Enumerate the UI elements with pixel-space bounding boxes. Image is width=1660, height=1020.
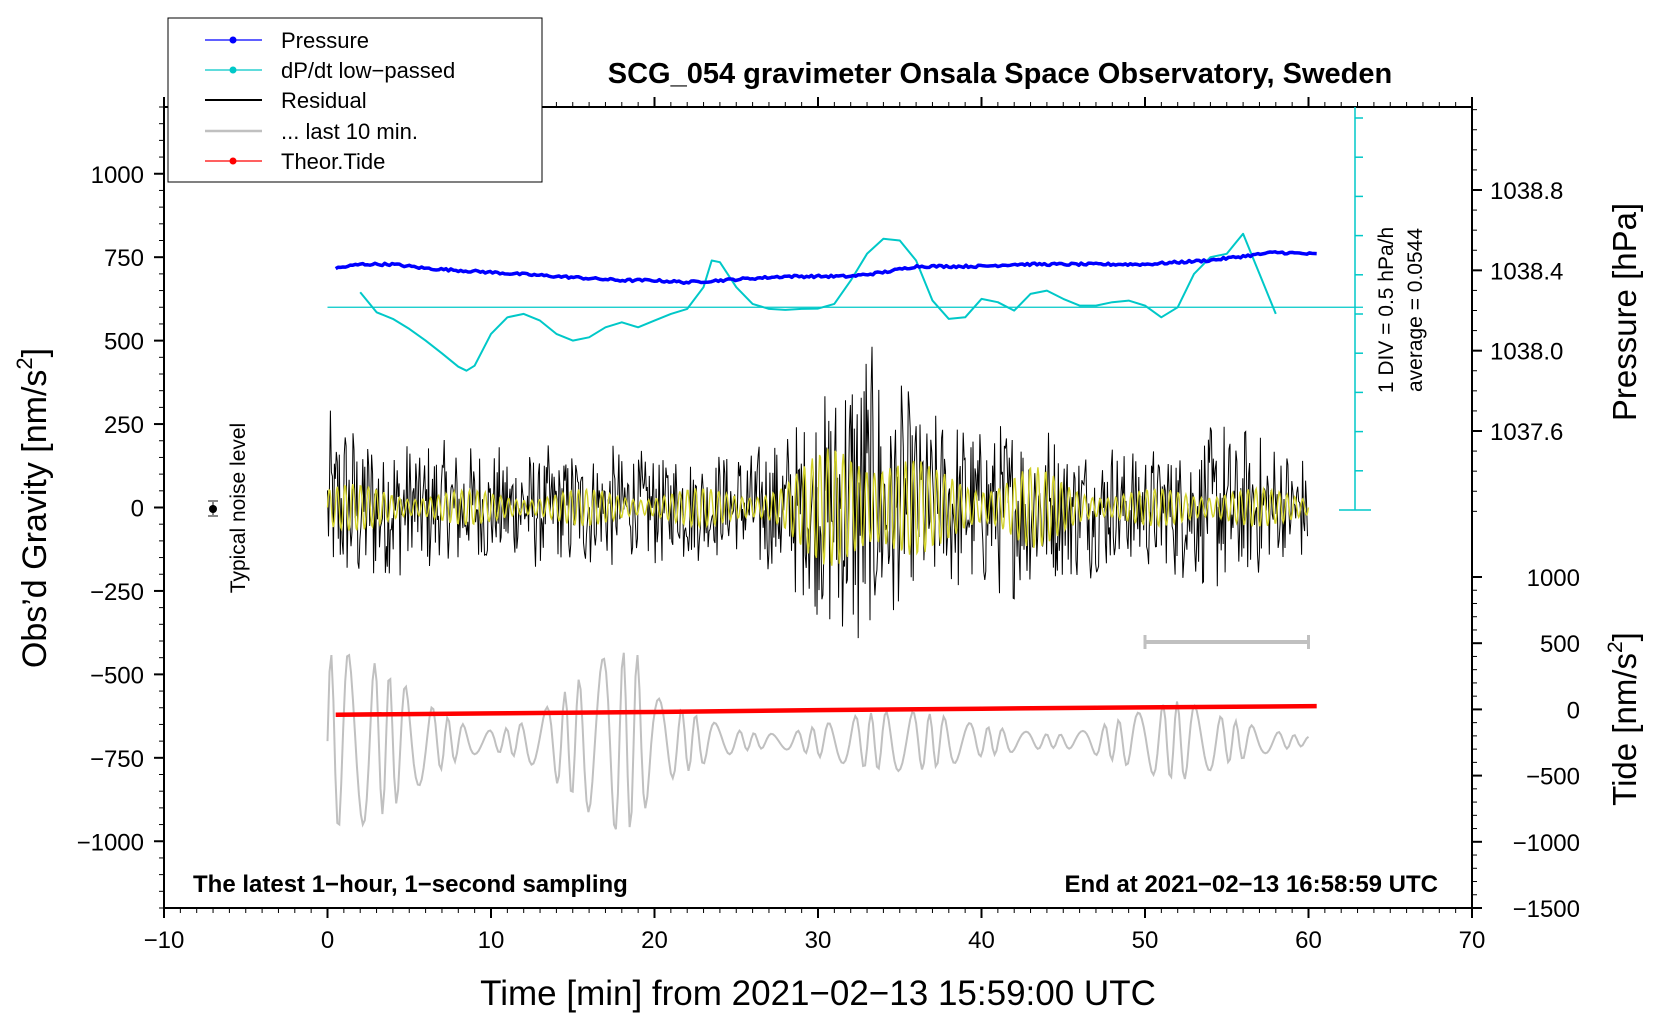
last10-series (326, 652, 1310, 830)
x-tick-label: 10 (478, 927, 505, 954)
pressure-axis-label: Pressure [hPa] (1606, 203, 1643, 421)
legend-entry-tide: Theor.Tide (205, 149, 385, 174)
bottom-left-note: The latest 1−hour, 1−second sampling (193, 871, 628, 898)
x-tick-label: 60 (1295, 927, 1322, 954)
dpdt-scale-bar (1339, 107, 1371, 511)
legend: Pressure dP/dt low−passed Residual ... l… (167, 17, 543, 183)
pressure-tick-label: 1038.0 (1490, 339, 1563, 366)
tide-tick-label: −1000 (1513, 830, 1580, 857)
legend-label-last10: ... last 10 min. (281, 119, 418, 144)
dpdt-average-label: average = 0.0544 (1404, 228, 1427, 392)
chart-title: SCG_054 gravimeter Onsala Space Observat… (608, 58, 1392, 90)
y-axis-label-left-text: Obs’d Gravity [nm/s (16, 370, 54, 669)
legend-label-residual: Residual (281, 88, 367, 113)
legend-label-dpdt: dP/dt low−passed (281, 58, 455, 83)
legend-label-tide: Theor.Tide (281, 149, 385, 174)
legend-label-pressure: Pressure (281, 28, 369, 53)
noise-level-dot (209, 505, 217, 513)
x-tick-label: 30 (805, 927, 832, 954)
tide-axis-label: Tide [nm/s2] (1604, 632, 1643, 806)
y-tick-label: −1000 (77, 829, 144, 856)
y-axis-ticks: 1000 750 500 250 0 −250 −500 −750 −1000 (77, 106, 164, 909)
x-axis-label: Time [min] from 2021−02−13 15:59:00 UTC (480, 974, 1156, 1013)
x-axis-ticks: −10 0 10 20 30 40 50 60 70 (144, 97, 1486, 954)
residual-filtered-series (326, 448, 1310, 566)
pressure-axis-ticks: 1038.8 1038.4 1038.0 1037.6 (1472, 109, 1563, 512)
dpdt-series (359, 232, 1277, 372)
tide-axis-label-close: ] (1606, 632, 1643, 641)
bottom-right-note: End at 2021−02−13 16:58:59 UTC (1064, 871, 1438, 898)
legend-marker-tide (229, 157, 237, 165)
y-axis-label-left: Obs’d Gravity [nm/s2] (12, 348, 54, 668)
y-tick-label: −500 (90, 662, 144, 689)
y-tick-label: −750 (90, 746, 144, 773)
tide-tick-label: 0 (1567, 697, 1580, 724)
y-axis-label-left-sup: 2 (12, 357, 37, 369)
legend-entry-last10: ... last 10 min. (205, 119, 418, 144)
x-tick-label: 0 (321, 927, 334, 954)
tide-axis-label-sup: 2 (1604, 641, 1627, 653)
legend-marker-pressure (229, 36, 237, 44)
tide-series (335, 703, 1317, 717)
pressure-series (334, 250, 1317, 286)
x-tick-label: 40 (968, 927, 995, 954)
tide-tick-label: 500 (1540, 631, 1580, 658)
noise-level-label: Typical noise level (227, 423, 250, 593)
legend-marker-dpdt (229, 66, 237, 74)
dpdt-scale-label: 1 DIV = 0.5 hPa/h (1375, 227, 1398, 393)
tide-axis-label-text: Tide [nm/s (1606, 653, 1643, 806)
pressure-tick-label: 1038.4 (1490, 258, 1563, 285)
series-layer (326, 232, 1363, 830)
y-tick-label: 500 (104, 329, 144, 356)
legend-entry-dpdt: dP/dt low−passed (205, 58, 455, 83)
legend-entry-residual: Residual (205, 88, 367, 113)
y-tick-label: 1000 (91, 162, 144, 189)
pressure-tick-label: 1038.8 (1490, 178, 1563, 205)
tide-tick-label: 1000 (1527, 565, 1580, 592)
residual-series (327, 346, 1308, 639)
y-tick-label: −250 (90, 579, 144, 606)
y-tick-label: 250 (104, 412, 144, 439)
y-tick-label: 750 (104, 245, 144, 272)
pressure-tick-label: 1037.6 (1490, 419, 1563, 446)
tide-tick-label: −500 (1526, 764, 1580, 791)
x-tick-label: 50 (1132, 927, 1159, 954)
legend-entry-pressure: Pressure (205, 28, 369, 53)
y-tick-label: 0 (131, 496, 144, 523)
x-tick-label: −10 (144, 927, 185, 954)
x-tick-label: 70 (1459, 927, 1486, 954)
tide-axis-ticks: 1000 500 0 −500 −1000 −1500 (1472, 565, 1580, 923)
y-axis-label-left-close: ] (16, 348, 54, 357)
x-tick-label: 20 (641, 927, 668, 954)
tide-tick-label: −1500 (1513, 896, 1580, 923)
